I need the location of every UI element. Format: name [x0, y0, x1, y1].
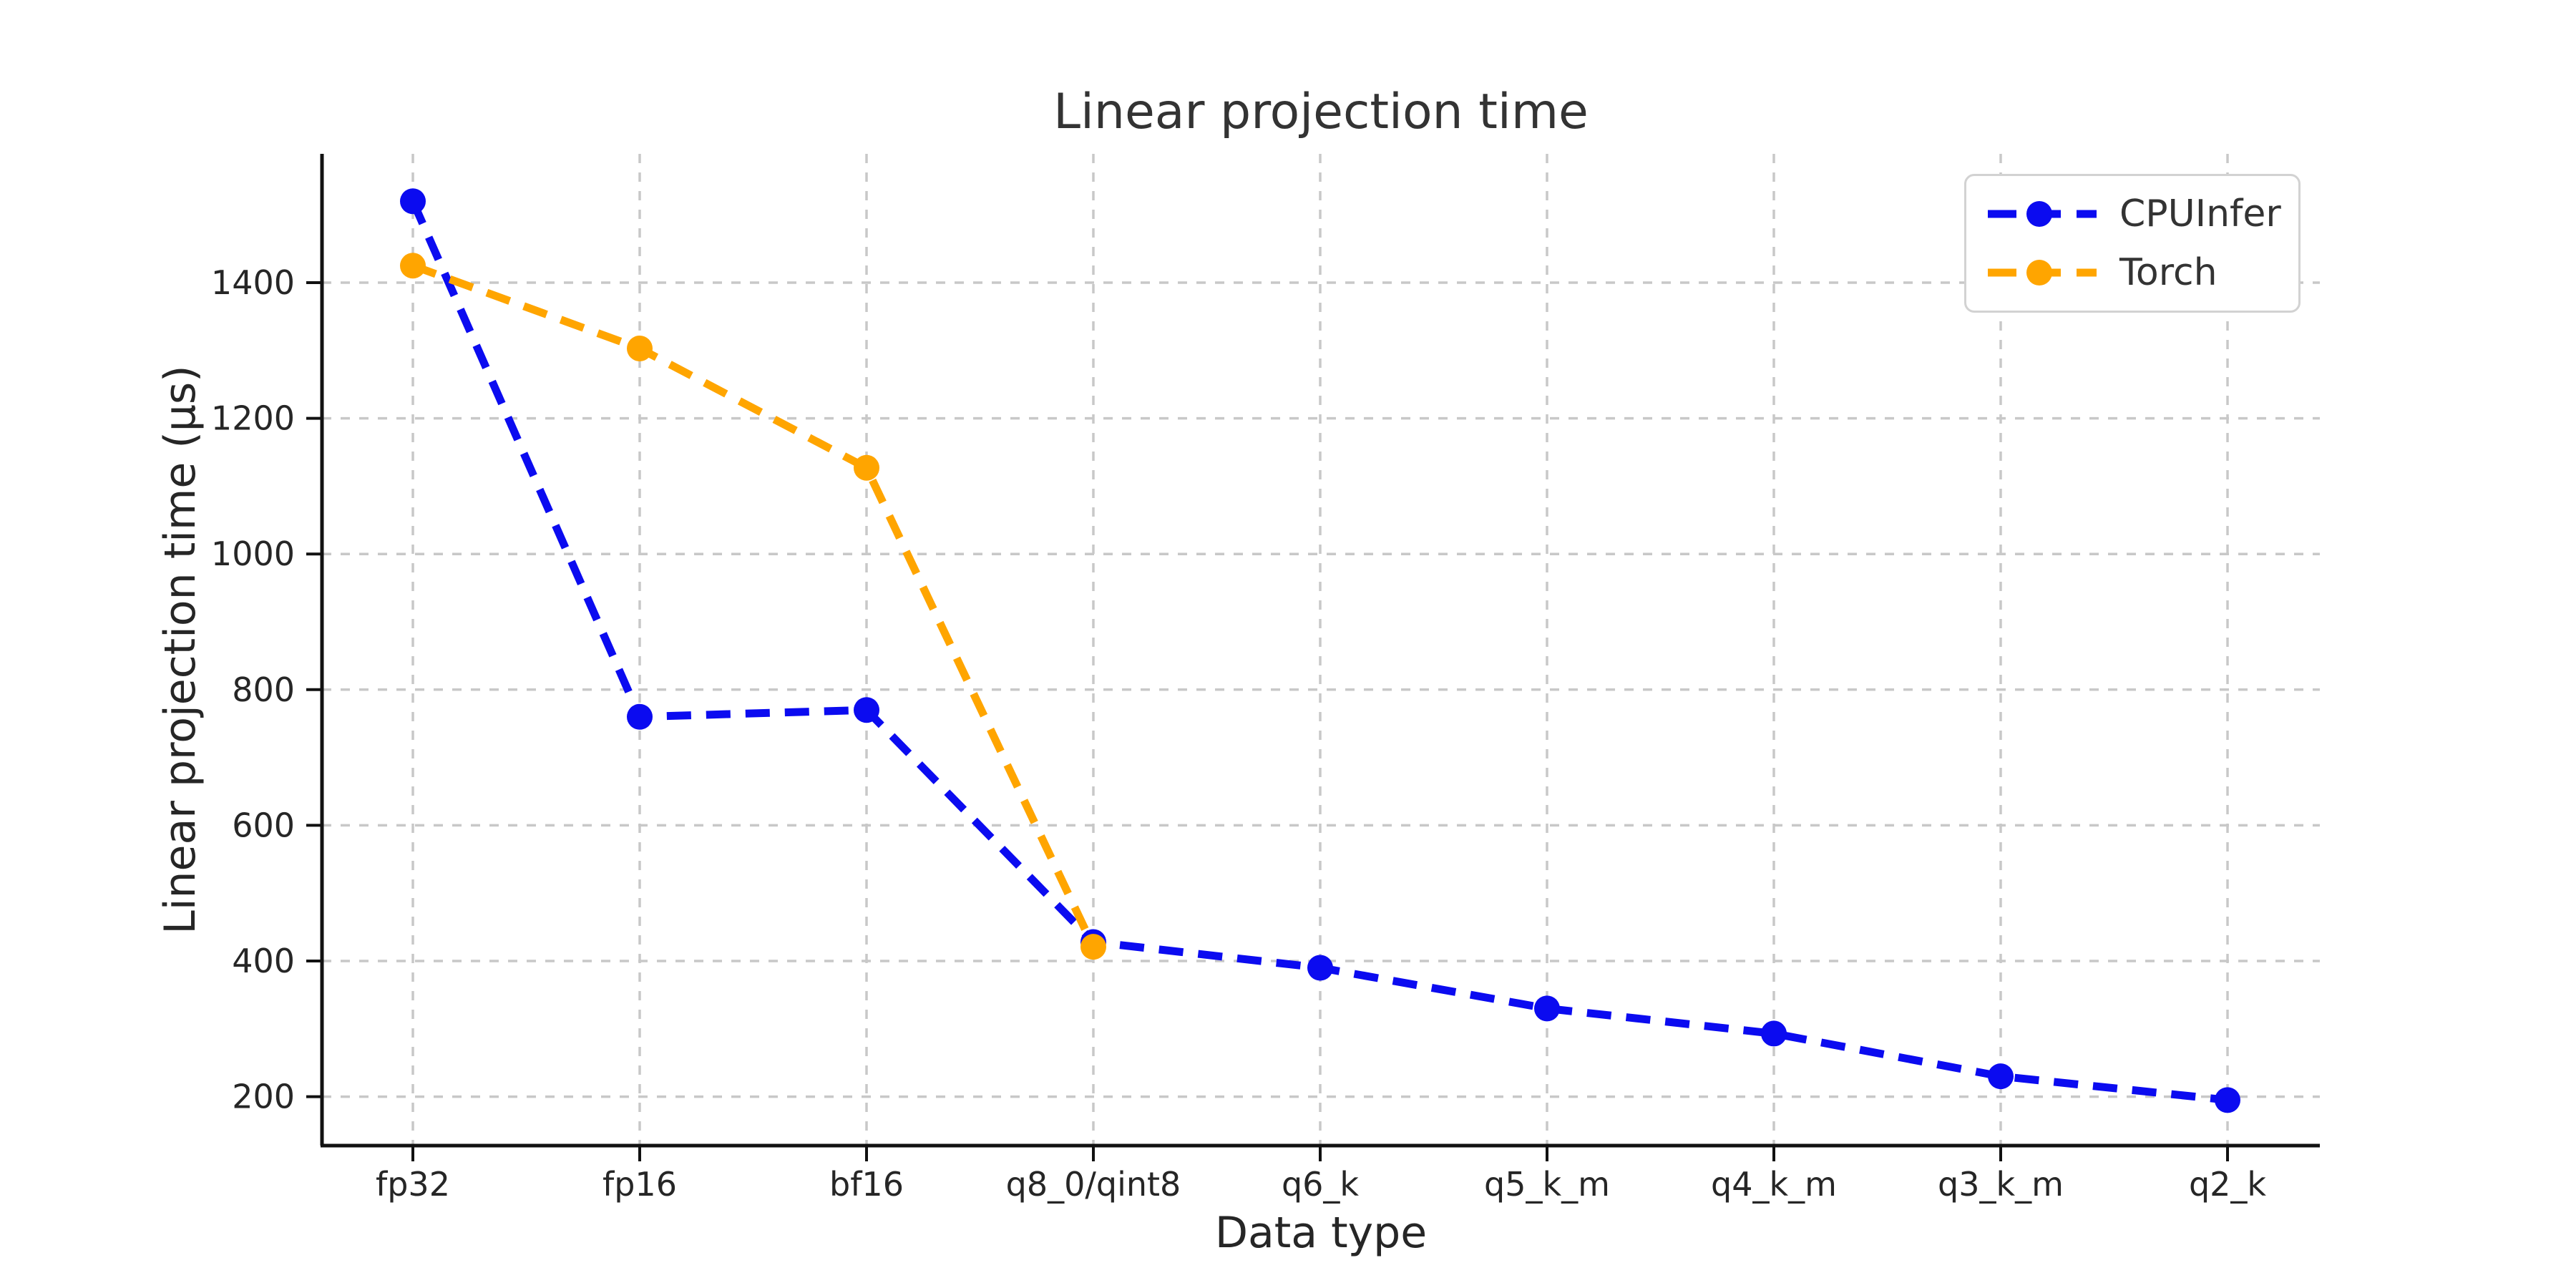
- y-tick-label: 1200: [211, 399, 295, 438]
- data-point-torch: [854, 454, 879, 481]
- series-line-torch: [411, 262, 1097, 949]
- chart-title: Linear projection time: [1053, 84, 1589, 140]
- x-tick-label: q5_k_m: [1484, 1165, 1610, 1204]
- legend-entry-torch: Torch: [1985, 251, 2298, 294]
- y-tick-label: 200: [232, 1078, 295, 1116]
- x-tick-label: bf16: [829, 1165, 904, 1204]
- y-tick-label: 1400: [211, 263, 295, 302]
- legend-entry-cpuinfer: CPUInfer: [1985, 192, 2298, 235]
- x-tick-label: q3_k_m: [1938, 1165, 2064, 1204]
- data-point-torch: [627, 335, 653, 361]
- x-tick-label: q6_k: [1282, 1165, 1359, 1204]
- data-point-cpuinfer: [1761, 1020, 1787, 1047]
- data-point-cpuinfer: [1307, 955, 1333, 981]
- y-tick-label: 1000: [211, 535, 295, 573]
- x-tick-label: q8_0/qint8: [1006, 1165, 1181, 1204]
- y-tick-label: 600: [232, 806, 295, 844]
- data-point-torch: [400, 253, 426, 279]
- legend-label-cpuinfer: CPUInfer: [2119, 192, 2281, 235]
- legend-label-torch: Torch: [2119, 251, 2218, 295]
- x-tick-label: fp32: [376, 1165, 450, 1204]
- data-point-cpuinfer: [2215, 1087, 2240, 1113]
- x-tick-label: fp16: [602, 1165, 677, 1204]
- data-point-cpuinfer: [1988, 1063, 2014, 1090]
- cpuinfer-line-sample-icon: [1988, 200, 2097, 227]
- legend-box: CPUInfer Torch: [1964, 174, 2301, 313]
- y-tick-label: 400: [232, 942, 295, 980]
- torch-line-sample-icon: [1988, 260, 2097, 286]
- data-point-cpuinfer: [400, 188, 426, 215]
- data-point-torch: [1080, 934, 1106, 960]
- x-axis-label: Data type: [1214, 1208, 1428, 1258]
- data-point-cpuinfer: [627, 703, 653, 730]
- data-point-cpuinfer: [854, 697, 879, 723]
- x-tick-label: q4_k_m: [1711, 1165, 1837, 1204]
- x-tick-label: q2_k: [2189, 1165, 2266, 1204]
- y-axis-label: Linear projection time (µs): [155, 365, 205, 935]
- y-tick-label: 800: [232, 670, 295, 709]
- data-point-cpuinfer: [1534, 995, 1560, 1022]
